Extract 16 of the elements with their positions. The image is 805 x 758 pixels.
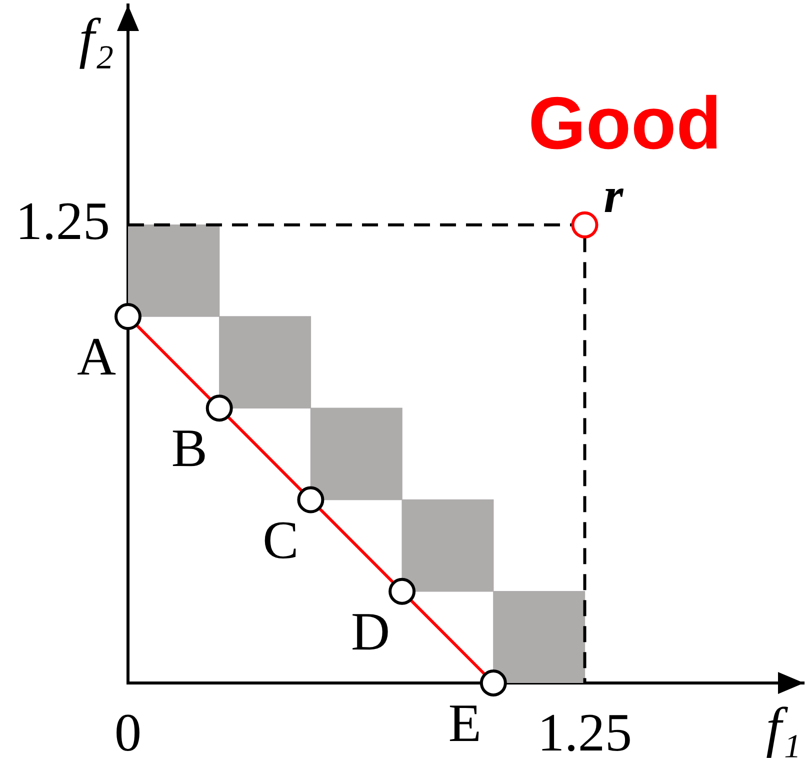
x-axis-title: f₁: [766, 697, 801, 758]
annotation: A: [77, 326, 116, 387]
point: [297, 486, 324, 514]
annotation: E: [448, 693, 482, 753]
annotation: C: [262, 510, 299, 570]
point: [388, 578, 416, 605]
annotation: B: [171, 418, 208, 478]
point: [206, 394, 233, 422]
annotation: Good: [528, 82, 722, 165]
point: [571, 211, 598, 238]
annotation: D: [351, 601, 390, 662]
y-axis-title: f₂: [78, 8, 114, 70]
point: [480, 670, 507, 696]
point: [114, 303, 142, 330]
x-tick-label: 0: [114, 702, 142, 758]
series-label: r: [604, 166, 624, 223]
